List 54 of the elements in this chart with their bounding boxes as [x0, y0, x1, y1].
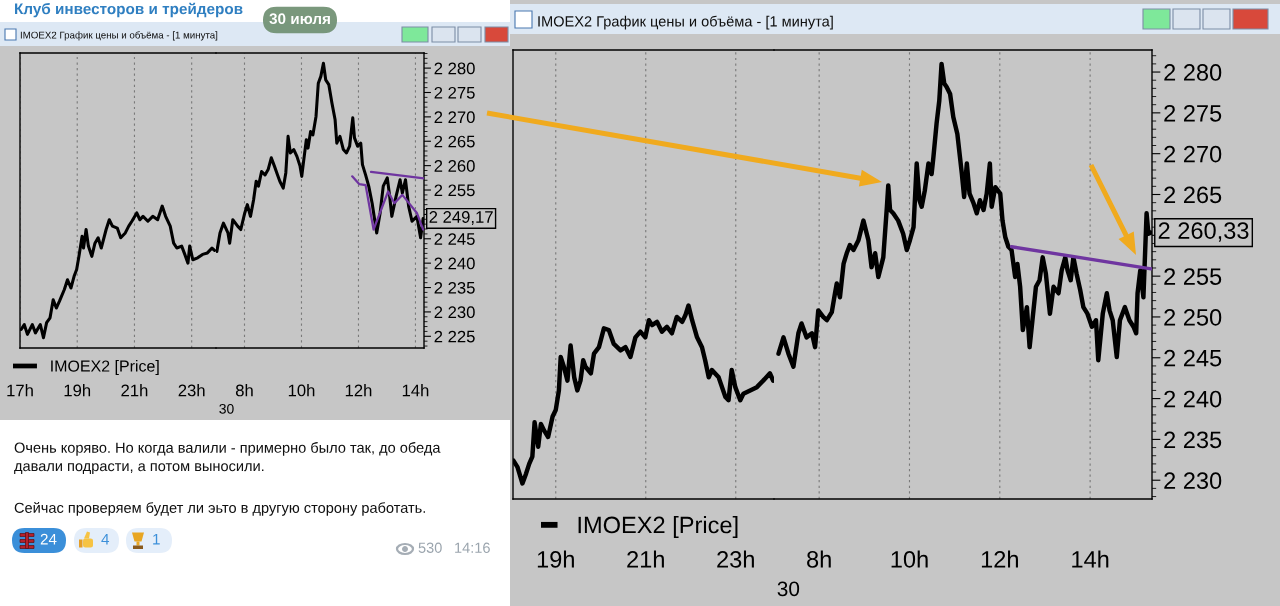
y-tick-label: 2 230 [1164, 472, 1222, 490]
y-tick-label: 2 280 [434, 62, 475, 75]
text: 30 [777, 581, 800, 597]
text: 1 [153, 533, 160, 545]
y-tick-label: 2 260 [434, 160, 475, 172]
line-series [351, 175, 424, 231]
text: Клуб инвесторов и трейдеров [15, 2, 243, 18]
x-tick-label: 12h [345, 384, 372, 397]
legend-label: IMOEX2 [Price] [51, 360, 159, 375]
x-tick-label: 8h [807, 550, 831, 568]
chart-title: IMOEX2 График цены и объёма - [1 минута] [538, 15, 833, 30]
x-tick-label: 21h [121, 384, 148, 397]
y-tick-label: 2 275 [1164, 104, 1222, 122]
text: 30 июля [269, 13, 330, 25]
y-tick-label: 2 255 [434, 184, 475, 197]
y-tick-label: 2 275 [434, 86, 475, 99]
y-tick-label: 2 245 [1164, 349, 1222, 367]
x-tick-label: 23h [717, 550, 754, 568]
x-tick-label: 8h [235, 384, 253, 397]
x-tick-label: 10h [288, 384, 315, 397]
chart-title: IMOEX2 График цены и объёма - [1 минута] [20, 31, 218, 41]
y-tick-label: 2 280 [1164, 64, 1222, 81]
x-tick-label: 12h [981, 550, 1018, 568]
text: 4 [101, 533, 110, 545]
y-tick-label: 2 230 [434, 306, 475, 319]
y-tick-label: 2 240 [434, 257, 475, 270]
y-tick-label: 2 265 [1164, 186, 1222, 204]
y-tick-label: 2 270 [434, 111, 475, 124]
x-tick-label: 14h [402, 384, 429, 397]
y-tick-label: 2 240 [1164, 390, 1222, 408]
x-tick-label: 21h [627, 550, 664, 568]
x-tick-label: 10h [891, 550, 928, 568]
x-tick-label: 19h [537, 550, 574, 568]
x-tick-label: 19h [64, 384, 91, 397]
y-tick-label: 2 265 [434, 135, 475, 148]
text: Очень коряво. Но когда валили - примерно было так, до обеда давали подрасти, а потом выносили. [14, 442, 441, 475]
y-tick-label: 2 250 [1164, 309, 1222, 326]
y-tick-label: 2 235 [434, 281, 475, 294]
data-label: 2 249,17 [429, 211, 493, 225]
y-tick-label: 2 245 [434, 233, 475, 245]
text: 30 [219, 403, 234, 414]
text: 530 [418, 542, 442, 553]
y-tick-label: 2 270 [1164, 145, 1222, 163]
y-tick-label: 2 235 [1164, 431, 1222, 449]
text: 24 [40, 533, 57, 545]
data-label: 2 260,33 [1158, 222, 1249, 242]
x-tick-label: 14h [1072, 550, 1109, 568]
x-tick-label: 17h [7, 384, 33, 397]
text: Сейчас проверяем будет ли эьто в другую сторону работать. [14, 502, 425, 516]
text: 14:16 [455, 542, 490, 553]
y-tick-label: 2 255 [1164, 268, 1222, 285]
legend-label: IMOEX2 [Price] [578, 516, 738, 539]
y-tick-label: 2 225 [434, 330, 475, 343]
x-tick-label: 23h [178, 384, 205, 397]
